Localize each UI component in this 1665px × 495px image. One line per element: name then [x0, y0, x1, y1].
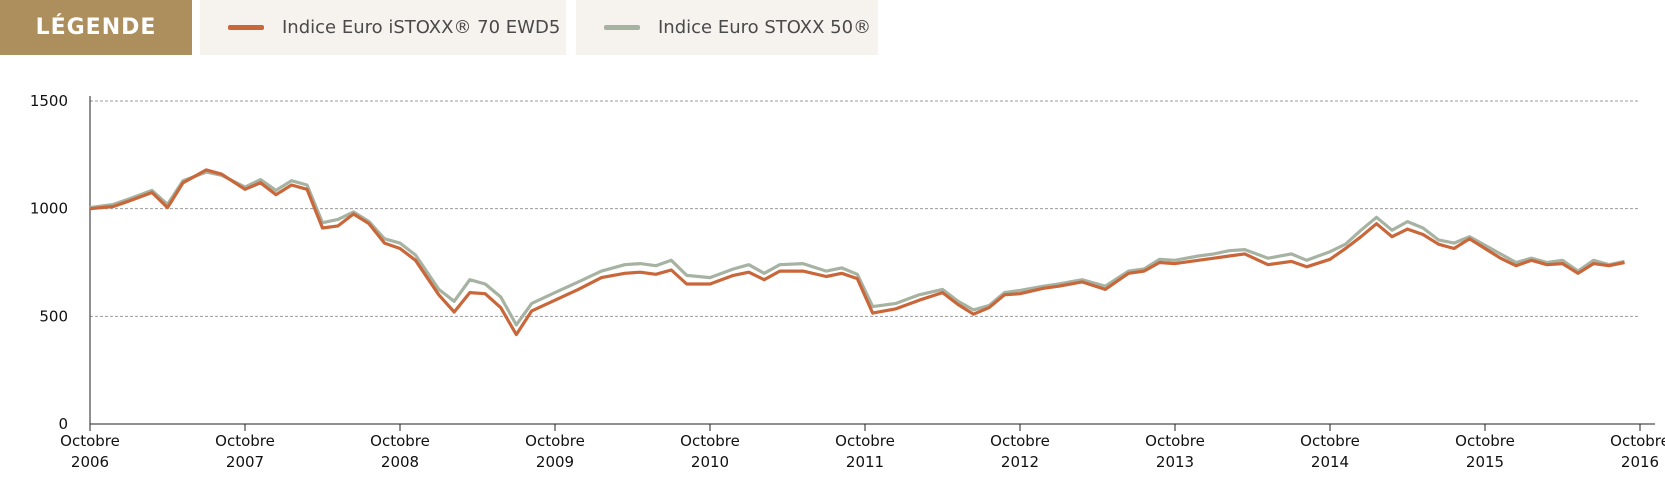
- x-tick-label-year: 2014: [1311, 453, 1349, 471]
- x-tick-label-month: Octobre: [215, 432, 275, 450]
- x-tick-label-year: 2016: [1621, 453, 1659, 471]
- x-tick-label-year: 2006: [71, 453, 109, 471]
- x-tick-label-month: Octobre: [680, 432, 740, 450]
- series-line-eurostoxx: [89, 170, 1625, 327]
- legend-item-eurostoxx: Indice Euro STOXX 50®: [576, 0, 878, 55]
- x-tick-label-year: 2010: [691, 453, 729, 471]
- y-tick-label: 1500: [30, 92, 68, 110]
- legend-label-eurostoxx: Indice Euro STOXX 50®: [658, 17, 872, 38]
- legend-swatch-istoxx: [228, 25, 264, 30]
- x-tick-label-month: Octobre: [1610, 432, 1665, 450]
- x-tick-label-month: Octobre: [835, 432, 895, 450]
- x-tick-label-year: 2015: [1466, 453, 1504, 471]
- x-tick-label-month: Octobre: [60, 432, 120, 450]
- x-tick-label-year: 2009: [536, 453, 574, 471]
- y-tick-label: 500: [39, 307, 68, 325]
- x-tick-label-month: Octobre: [1300, 432, 1360, 450]
- y-tick-label: 0: [58, 415, 68, 433]
- x-tick-label-month: Octobre: [1455, 432, 1515, 450]
- x-tick-label-month: Octobre: [1145, 432, 1205, 450]
- series-line-istoxx: [89, 168, 1625, 337]
- legend-label-istoxx: Indice Euro iSTOXX® 70 EWD5: [282, 17, 561, 38]
- x-tick-label-year: 2011: [846, 453, 884, 471]
- x-tick-label-month: Octobre: [525, 432, 585, 450]
- x-tick-label-month: Octobre: [990, 432, 1050, 450]
- y-tick-label: 1000: [30, 200, 68, 218]
- legend: LÉGENDE Indice Euro iSTOXX® 70 EWD5 Indi…: [0, 0, 880, 55]
- x-tick-label-year: 2007: [226, 453, 264, 471]
- legend-item-istoxx: Indice Euro iSTOXX® 70 EWD5: [200, 0, 566, 55]
- x-tick-label-month: Octobre: [370, 432, 430, 450]
- legend-swatch-eurostoxx: [604, 25, 640, 30]
- x-tick-label-year: 2008: [381, 453, 419, 471]
- x-tick-label-year: 2013: [1156, 453, 1194, 471]
- x-tick-label-year: 2012: [1001, 453, 1039, 471]
- legend-title: LÉGENDE: [0, 0, 192, 55]
